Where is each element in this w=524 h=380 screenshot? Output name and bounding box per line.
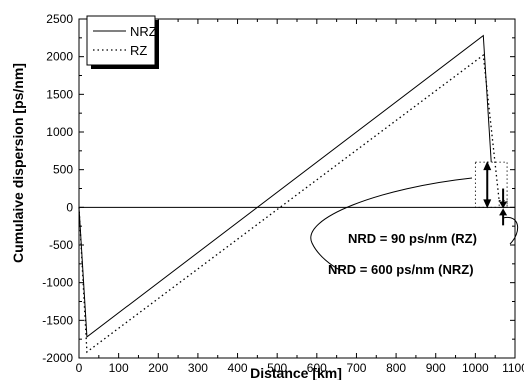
legend-box [86, 15, 156, 66]
y-tick-label: 0 [66, 200, 73, 214]
annotations: NRD = 90 ps/nm (RZ) NRD = 600 ps/nm (NRZ… [310, 177, 519, 277]
x-tick-label: 0 [76, 361, 83, 375]
x-tick-label: 200 [148, 361, 168, 375]
nrd-nrz-arrowhead-up [483, 161, 492, 171]
plot-area [78, 18, 516, 359]
axis-ticks: 0 100 200 300 400 500 600 700 800 900 1000 1100 -200… [42, 12, 524, 375]
x-tick-label: 900 [426, 361, 446, 375]
series-nrz-line [78, 34, 492, 338]
nrd-rz-arrowhead-down [499, 201, 508, 209]
y-tick-label: 2000 [46, 50, 73, 64]
annotation-arrow-rz [502, 216, 519, 245]
x-tick-label: 100 [109, 361, 129, 375]
y-tick-label: 500 [53, 163, 73, 177]
y-tick-label: -500 [49, 238, 73, 252]
y-tick-label: 1500 [46, 87, 73, 101]
nrd-markers [474, 161, 508, 226]
annotation-rz: NRD = 90 ps/nm (RZ) [348, 231, 477, 246]
y-tick-label: -1000 [42, 276, 73, 290]
nrd-nrz-arrowhead-down [483, 199, 492, 209]
y-tick-label: 2500 [46, 12, 73, 26]
y-tick-label: -1500 [42, 313, 73, 327]
x-axis-title: Distance [km] [250, 365, 342, 380]
plot-frame [78, 18, 516, 359]
series-rz-line [78, 53, 500, 354]
x-tick-label: 800 [386, 361, 406, 375]
legend-label-rz: RZ [130, 43, 147, 58]
x-tick-label: 700 [346, 361, 366, 375]
nrd-rz-arrowhead-up [499, 208, 508, 216]
legend: NRZ RZ [86, 15, 159, 69]
y-tick-label: -2000 [42, 351, 73, 365]
y-axis-title: Cumulaive dispersion [ps/nm] [10, 63, 26, 263]
annotation-nrz: NRD = 600 ps/nm (NRZ) [328, 262, 474, 277]
y-tick-label: 1000 [46, 125, 73, 139]
x-tick-label: 500 [267, 361, 287, 375]
legend-label-nrz: NRZ [130, 24, 157, 39]
x-tick-label: 1100 [502, 361, 524, 375]
series-layer [78, 34, 500, 354]
x-tick-label: 600 [307, 361, 327, 375]
annotation-arrow-nrz [310, 177, 473, 271]
nrd-nrz-box [474, 161, 508, 208]
x-tick-label: 400 [228, 361, 248, 375]
x-tick-label: 300 [188, 361, 208, 375]
x-tick-label: 1000 [462, 361, 489, 375]
